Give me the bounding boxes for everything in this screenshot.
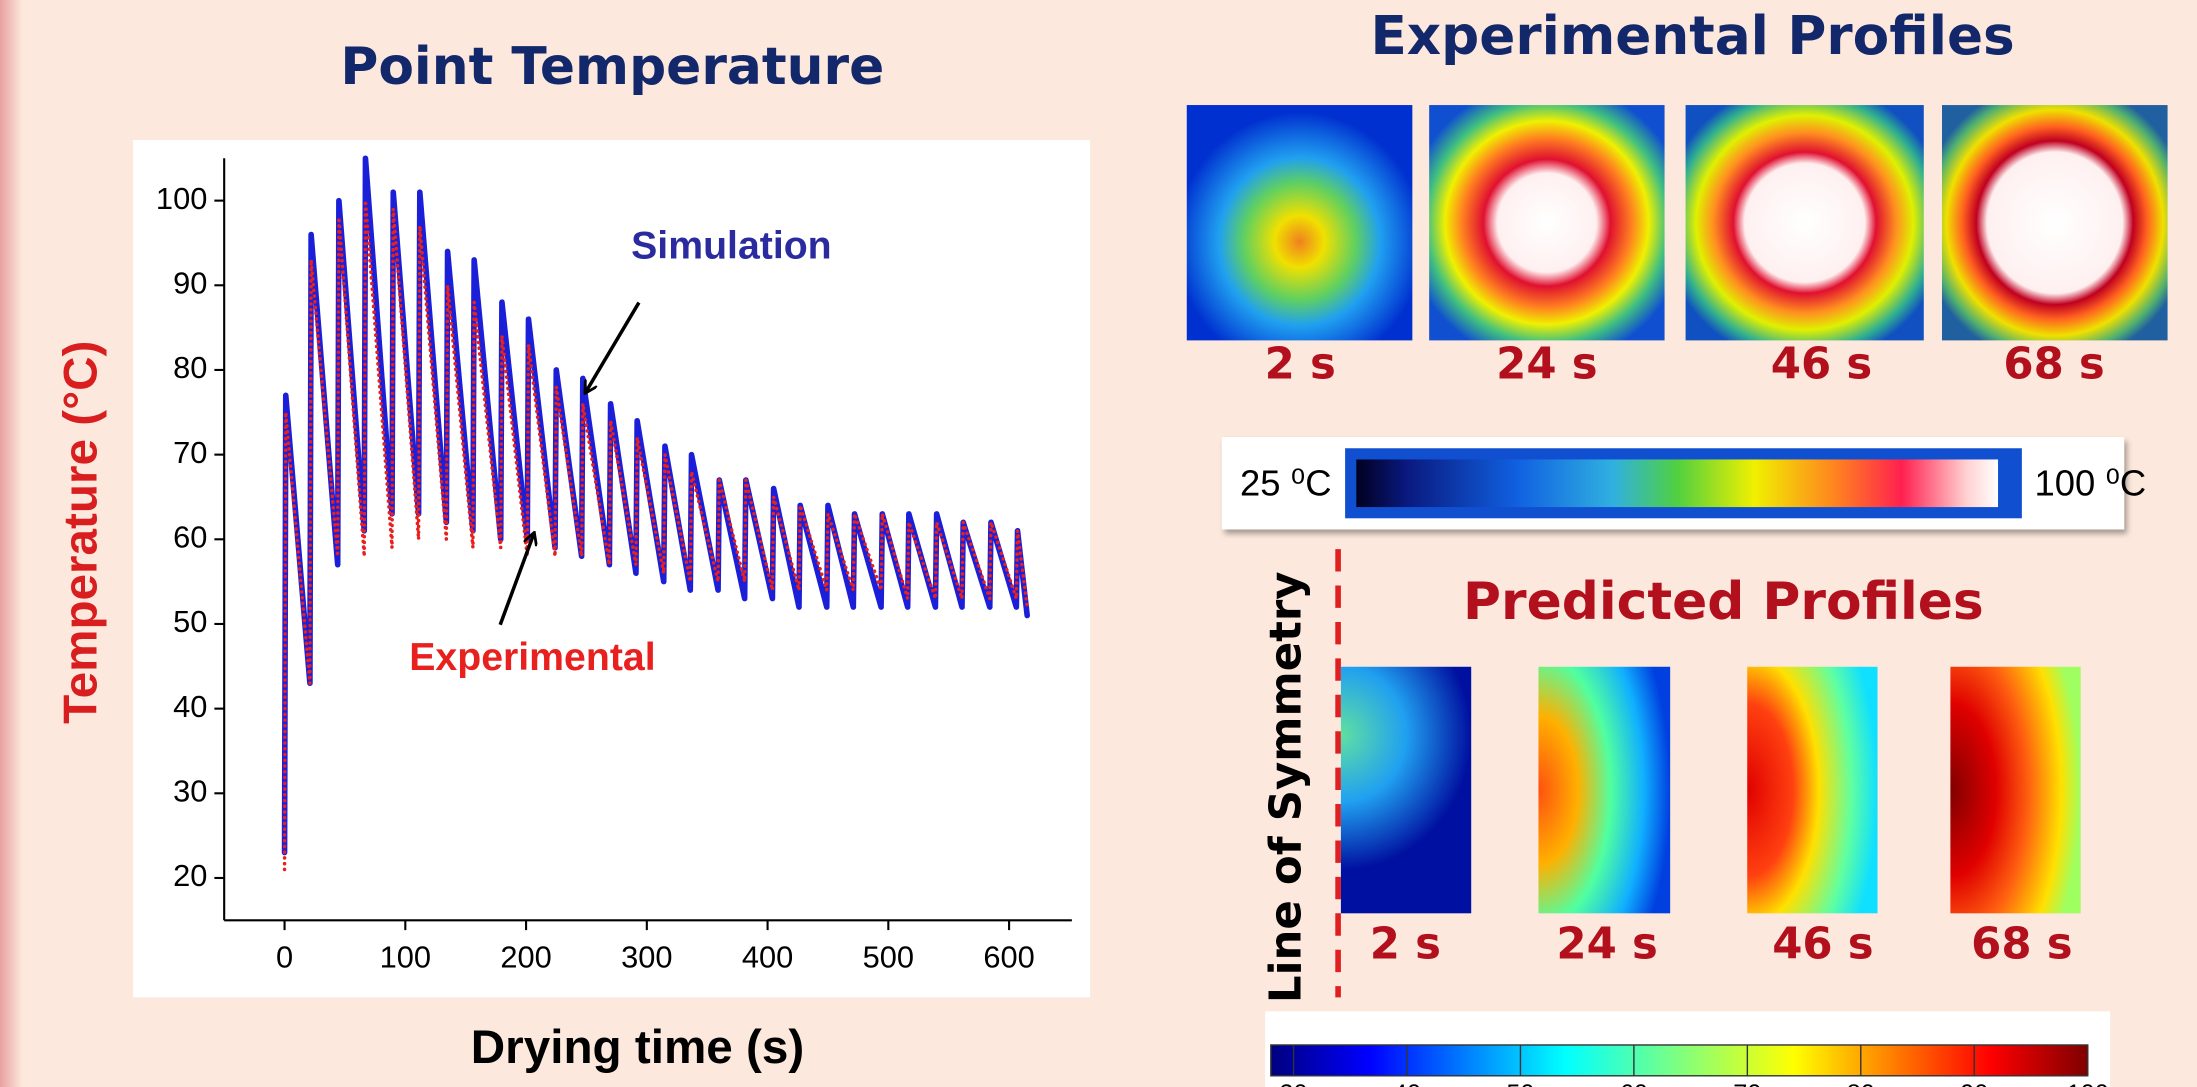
- thermal-image: [1429, 105, 1665, 341]
- y-tick-label: 40: [173, 689, 207, 724]
- time-label: 24 s: [1496, 340, 1597, 390]
- plot-panel: [133, 140, 1091, 998]
- x-tick-label: 0: [276, 940, 293, 975]
- predicted-image: [1538, 666, 1671, 914]
- colorbar-tick-label: 60: [1620, 1080, 1648, 1087]
- plot-area: 20 30 40 50 60 70 80 90 100 0 100 200 300 400 500 600: [156, 155, 1072, 975]
- x-tick-label: 300: [621, 940, 672, 975]
- y-tick-label: 90: [173, 265, 207, 300]
- series-annotation: Simulation: [631, 223, 831, 267]
- predicted-image: [1950, 666, 2081, 914]
- colorbar-tick-label: 80: [1847, 1080, 1875, 1087]
- y-tick-label: 20: [173, 858, 207, 893]
- time-label: 46 s: [1772, 919, 1873, 969]
- time-label: 46 s: [1771, 340, 1872, 390]
- colorbar-tick-label: 90: [1960, 1080, 1988, 1087]
- colorbar-ticks: 30 40 50 60 70 80 90 100: [1280, 1044, 2109, 1087]
- y-tick-label: 60: [173, 519, 207, 554]
- section-title: Experimental Profiles: [1370, 5, 2014, 67]
- series-line: [282, 198, 1029, 872]
- y-tick-label: 50: [173, 604, 207, 639]
- y-axis-label: Temperature (°C): [55, 341, 108, 724]
- time-label: 68 s: [1971, 919, 2072, 969]
- predicted-image: [1747, 666, 1878, 914]
- x-axis-label: Drying time (s): [471, 1021, 804, 1074]
- x-tick-label: 600: [983, 940, 1034, 975]
- colorbar-tick-label: 50: [1506, 1080, 1534, 1087]
- x-tick-label: 200: [500, 940, 551, 975]
- chart-title: Point Temperature: [340, 37, 884, 97]
- predicted-image: [1340, 666, 1472, 914]
- colorbar-tick-label: 40: [1393, 1080, 1421, 1087]
- x-tick-label: 400: [742, 940, 793, 975]
- annotation-arrow: [586, 301, 641, 393]
- colorbar-max-label: 100 ⁰C: [2034, 463, 2146, 504]
- thermal-image: [1186, 105, 1413, 341]
- colorbar: [1356, 459, 1999, 508]
- thermal-image: [1941, 105, 2168, 341]
- annotation-arrow: [498, 534, 534, 626]
- colorbar: [1270, 1044, 2089, 1077]
- series-annotation: Experimental: [409, 635, 655, 679]
- section-title: Predicted Profiles: [1463, 572, 1984, 632]
- time-label: 2 s: [1370, 919, 1441, 969]
- colorbar-min-label: 25 ⁰C: [1240, 463, 1332, 504]
- time-label: 24 s: [1556, 919, 1657, 969]
- x-tick-label: 500: [863, 940, 914, 975]
- edge-band: [0, 0, 23, 1087]
- thermal-image: [1685, 105, 1924, 341]
- x-tick-label: 100: [380, 940, 431, 975]
- y-tick-label: 100: [156, 181, 207, 216]
- symmetry-label: Line of Symmetry: [1262, 571, 1312, 1003]
- time-label: 2 s: [1265, 340, 1336, 390]
- y-tick-label: 30: [173, 773, 207, 808]
- y-tick-label: 70: [173, 435, 207, 470]
- colorbar-tick-label: 100: [2067, 1080, 2109, 1087]
- y-tick-label: 80: [173, 350, 207, 385]
- colorbar-tick-label: 30: [1280, 1080, 1308, 1087]
- colorbar-tick-label: 70: [1733, 1080, 1761, 1087]
- time-label: 68 s: [2003, 340, 2104, 390]
